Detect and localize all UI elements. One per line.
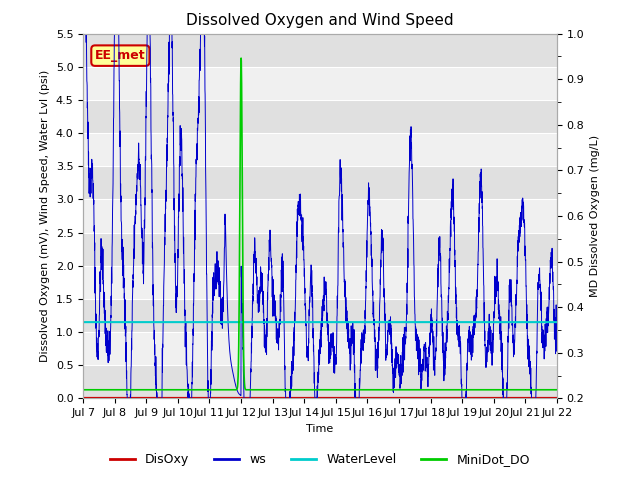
Bar	[83, 133, 557, 166]
Title: Dissolved Oxygen and Wind Speed: Dissolved Oxygen and Wind Speed	[186, 13, 454, 28]
Bar	[83, 365, 557, 398]
Bar	[83, 34, 557, 67]
Bar	[83, 299, 557, 332]
Text: EE_met: EE_met	[95, 49, 146, 62]
Bar	[83, 233, 557, 266]
Bar	[83, 266, 557, 299]
Bar	[83, 100, 557, 133]
X-axis label: Time: Time	[307, 424, 333, 433]
Bar	[83, 67, 557, 100]
Y-axis label: MD Dissolved Oxygen (mg/L): MD Dissolved Oxygen (mg/L)	[590, 135, 600, 297]
Bar	[83, 199, 557, 233]
Y-axis label: Dissolved Oxygen (mV), Wind Speed, Water Lvl (psi): Dissolved Oxygen (mV), Wind Speed, Water…	[40, 70, 50, 362]
Bar	[83, 332, 557, 365]
Bar	[83, 166, 557, 199]
Legend: DisOxy, ws, WaterLevel, MiniDot_DO: DisOxy, ws, WaterLevel, MiniDot_DO	[105, 448, 535, 471]
